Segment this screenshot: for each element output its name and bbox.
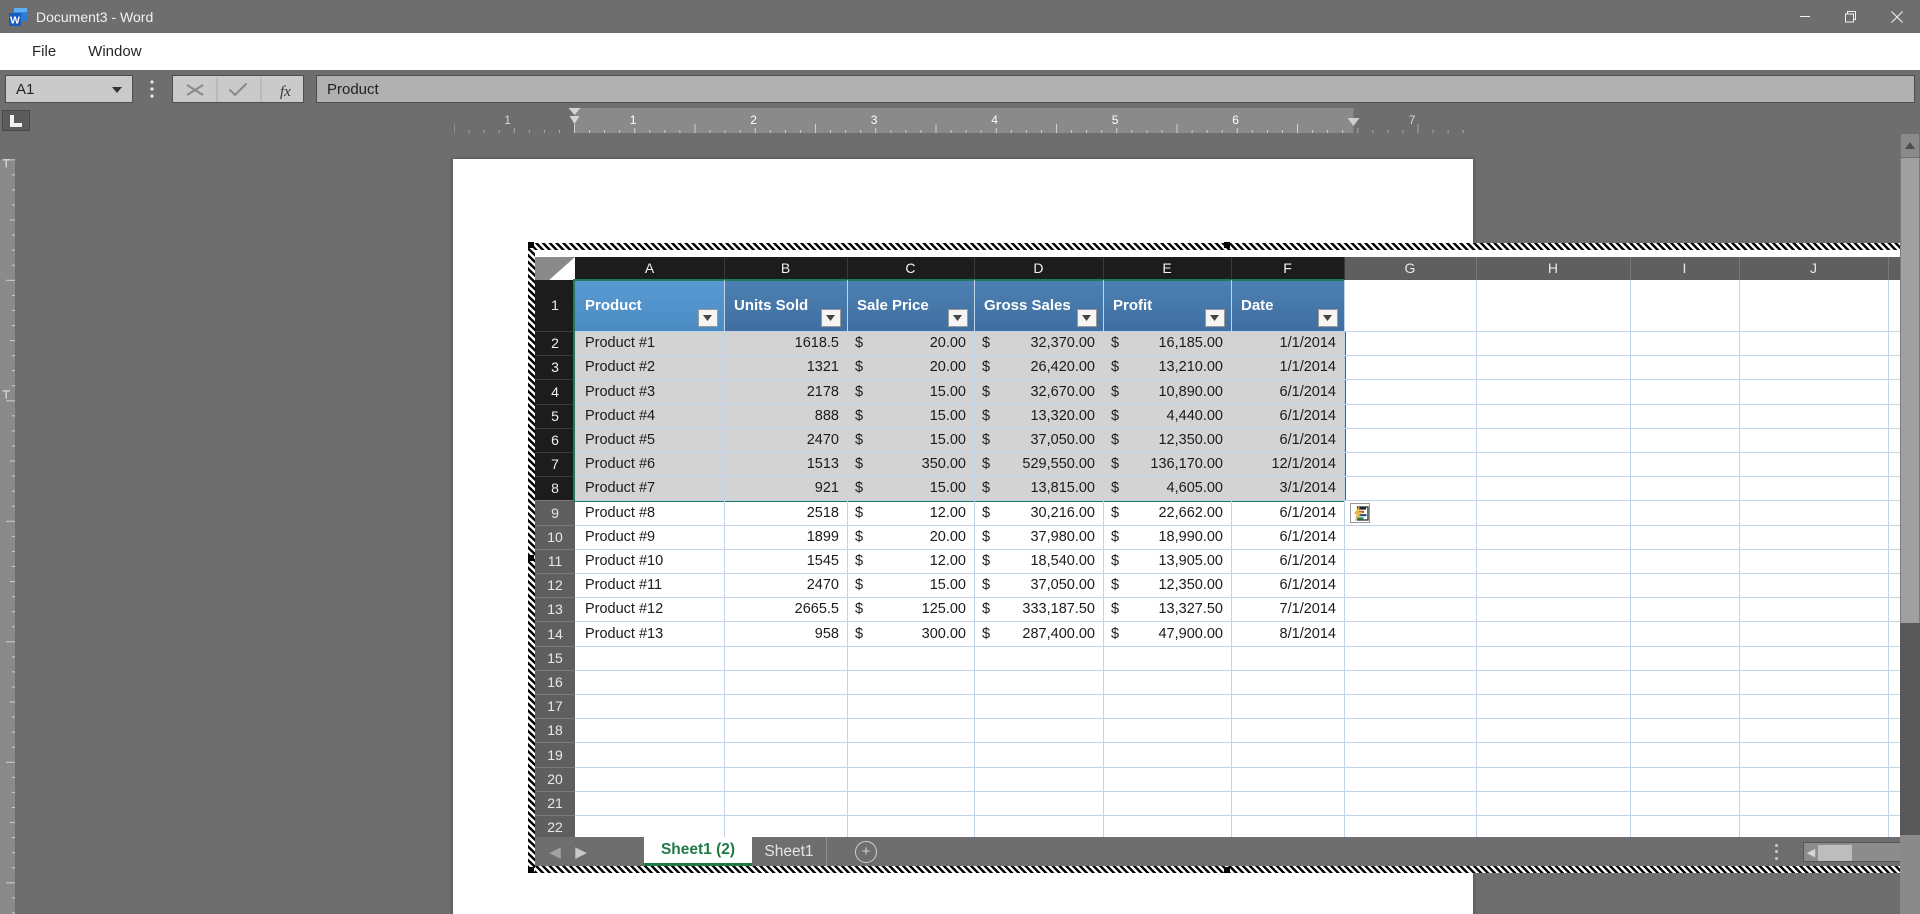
svg-text:fx: fx bbox=[280, 84, 291, 100]
svg-text:1: 1 bbox=[630, 113, 637, 127]
svg-text:5: 5 bbox=[1112, 113, 1119, 127]
svg-text:3: 3 bbox=[871, 113, 878, 127]
svg-text:2: 2 bbox=[750, 113, 757, 127]
svg-text:4: 4 bbox=[991, 113, 998, 127]
svg-text:6: 6 bbox=[1232, 113, 1239, 127]
svg-text:1: 1 bbox=[504, 113, 511, 127]
svg-text:7: 7 bbox=[1409, 113, 1416, 127]
svg-text:W: W bbox=[10, 14, 20, 26]
